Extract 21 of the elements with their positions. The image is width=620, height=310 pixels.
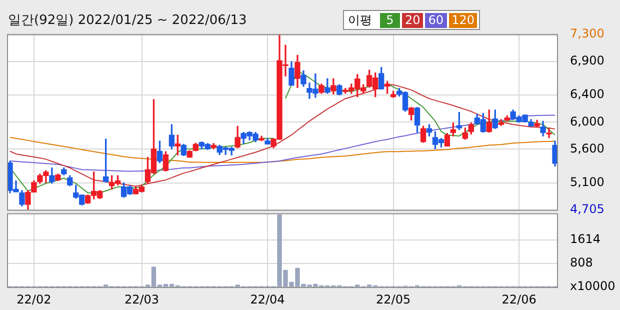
text: 120 xyxy=(448,12,478,28)
x-tick-label: 22/06 xyxy=(502,292,536,306)
chart-title: 일간(92일) 2022/01/25 ~ 2022/06/13 xyxy=(8,12,247,29)
y-tick-label: 5,600 xyxy=(570,141,604,156)
y-tick-label: 6,400 xyxy=(570,87,604,102)
y-tick-label: 808 xyxy=(570,256,593,270)
x-tick-label: 22/03 xyxy=(124,292,160,306)
text: 60 xyxy=(425,12,447,28)
x-tick-label: 22/05 xyxy=(376,292,411,306)
y-tick-label: 4,705 xyxy=(570,202,604,216)
y-tick-label: x10000 xyxy=(570,279,616,294)
y-tick-label: 6,000 xyxy=(570,114,604,128)
y-tick-label: 7,300 xyxy=(570,26,604,40)
x-tick-label: 22/04 xyxy=(250,292,285,306)
text: 20 xyxy=(402,12,424,28)
text: 5 xyxy=(380,12,400,28)
y-tick-label: 6,900 xyxy=(570,53,604,68)
x-tick-label: 22/02 xyxy=(16,292,52,306)
y-tick-label: 1614 xyxy=(570,232,601,246)
legend-title: 이평 xyxy=(347,12,373,28)
y-tick-label: 5,100 xyxy=(570,175,604,190)
